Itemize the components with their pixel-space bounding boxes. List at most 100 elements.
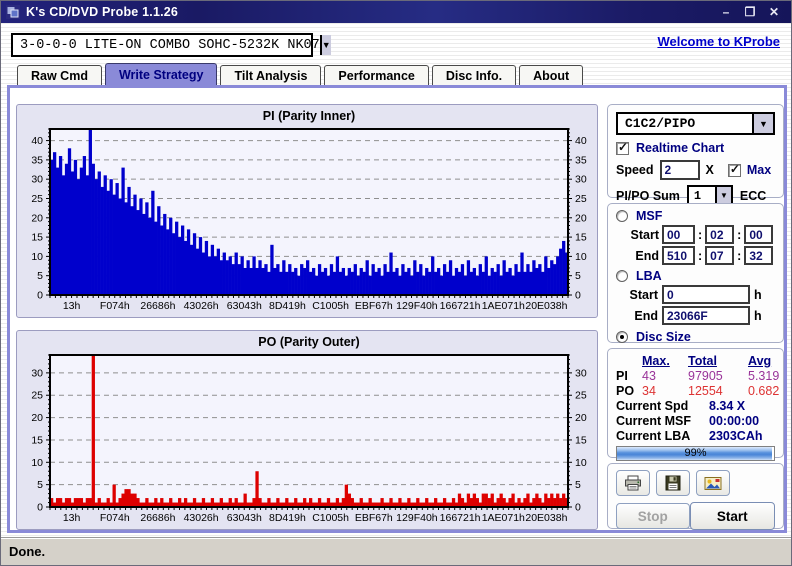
svg-text:63043h: 63043h <box>227 512 262 524</box>
svg-text:20: 20 <box>575 412 587 424</box>
start-button[interactable]: Start <box>690 502 775 530</box>
printer-icon <box>624 475 642 491</box>
disc-size-label: Disc Size <box>636 330 691 344</box>
po-parity-outer-chart: PO (Parity Outer)00551010151520202525303… <box>16 330 598 530</box>
svg-text:15: 15 <box>575 434 587 446</box>
main-panel: PI (Parity Inner)00551010151520202525303… <box>7 85 787 533</box>
status-text: Done. <box>9 544 45 559</box>
svg-text:15: 15 <box>31 434 43 446</box>
welcome-link[interactable]: Welcome to KProbe <box>657 34 780 49</box>
stats-header-avg: Avg <box>748 354 775 368</box>
svg-text:0: 0 <box>575 290 581 302</box>
svg-text:30: 30 <box>575 367 587 379</box>
tab-about[interactable]: About <box>519 65 583 85</box>
pipo-sum-value: 1 <box>689 189 715 203</box>
dropdown-arrow-icon[interactable]: ▼ <box>320 35 331 55</box>
current-speed-label: Current Spd <box>616 399 709 413</box>
svg-text:0: 0 <box>575 502 581 514</box>
realtime-chart-label: Realtime Chart <box>636 141 724 155</box>
po-max-value: 34 <box>642 384 688 398</box>
svg-text:40: 40 <box>575 135 587 147</box>
close-button[interactable]: ✕ <box>767 5 781 19</box>
hex-suffix: h <box>754 309 762 323</box>
svg-text:63043h: 63043h <box>227 300 262 312</box>
msf-end-min[interactable] <box>662 246 695 265</box>
realtime-chart-checkbox[interactable] <box>616 142 629 155</box>
svg-text:43026h: 43026h <box>184 512 219 524</box>
ecc-label: ECC <box>740 189 766 203</box>
svg-text:25: 25 <box>575 390 587 402</box>
dropdown-arrow-icon[interactable]: ▼ <box>752 114 773 133</box>
svg-text:C1005h: C1005h <box>312 512 349 524</box>
lba-end-input[interactable] <box>662 306 750 325</box>
print-button[interactable] <box>616 470 650 496</box>
mode-selected-value: C1C2/PIPO <box>618 116 752 131</box>
svg-text:30: 30 <box>31 174 43 186</box>
svg-text:26686h: 26686h <box>140 512 175 524</box>
msf-separator: : <box>737 249 741 263</box>
current-msf-value: 00:00:00 <box>709 414 759 428</box>
msf-start-sec[interactable] <box>705 225 734 244</box>
svg-text:10: 10 <box>575 457 587 469</box>
svg-text:EBF67h: EBF67h <box>355 512 393 524</box>
svg-text:8D419h: 8D419h <box>269 512 306 524</box>
svg-text:25: 25 <box>575 193 587 205</box>
msf-label: MSF <box>636 209 662 223</box>
dropdown-arrow-icon[interactable]: ▼ <box>715 187 731 204</box>
svg-text:F074h: F074h <box>100 512 130 524</box>
save-button[interactable] <box>656 470 690 496</box>
max-speed-label: Max <box>747 163 771 177</box>
max-speed-checkbox[interactable] <box>728 164 741 177</box>
msf-start-min[interactable] <box>662 225 695 244</box>
drive-selected-value: 3-0-0-0 LITE-ON COMBO SOHC-5232K NK07 <box>13 38 320 53</box>
msf-end-frame[interactable] <box>744 246 773 265</box>
save-image-button[interactable] <box>696 470 730 496</box>
tab-raw-cmd[interactable]: Raw Cmd <box>17 65 102 85</box>
stats-header-row: Max. Total Avg <box>616 354 775 368</box>
speed-input[interactable] <box>660 160 700 180</box>
msf-start-frame[interactable] <box>744 225 773 244</box>
svg-text:20E038h: 20E038h <box>525 512 567 524</box>
lba-start-input[interactable] <box>662 285 750 304</box>
current-lba-row: Current LBA 2303CAh <box>616 429 775 443</box>
svg-text:25: 25 <box>31 390 43 402</box>
msf-end-label: End <box>616 249 659 263</box>
progress-bar: 99% <box>616 446 775 461</box>
svg-text:129F40h: 129F40h <box>396 512 438 524</box>
svg-text:25: 25 <box>31 193 43 205</box>
tab-disc-info[interactable]: Disc Info. <box>432 65 516 85</box>
lba-start-label: Start <box>616 288 658 302</box>
svg-text:15: 15 <box>31 232 43 244</box>
tab-tilt-analysis[interactable]: Tilt Analysis <box>220 65 321 85</box>
scan-settings-group: C1C2/PIPO ▼ Realtime Chart Speed X Max P… <box>607 104 784 198</box>
svg-text:30: 30 <box>575 174 587 186</box>
kprobe-window: { "window": { "title": "K's CD/DVD Probe… <box>0 0 792 566</box>
minimize-button[interactable]: – <box>719 5 733 19</box>
stop-button[interactable]: Stop <box>616 503 690 529</box>
speed-unit-label: X <box>706 163 714 177</box>
svg-text:10: 10 <box>575 251 587 263</box>
actions-group: Stop Start <box>607 463 784 529</box>
mode-selector[interactable]: C1C2/PIPO ▼ <box>616 112 775 135</box>
tab-performance[interactable]: Performance <box>324 65 428 85</box>
lba-radio[interactable] <box>616 270 628 282</box>
svg-text:166721h: 166721h <box>440 512 481 524</box>
maximize-button[interactable]: ❐ <box>743 5 757 19</box>
msf-radio[interactable] <box>616 210 628 222</box>
svg-text:C1005h: C1005h <box>312 300 349 312</box>
svg-text:0: 0 <box>37 502 43 514</box>
msf-end-sec[interactable] <box>705 246 734 265</box>
drive-selector[interactable]: 3-0-0-0 LITE-ON COMBO SOHC-5232K NK07 ▼ <box>11 33 313 57</box>
pipo-sum-label: PI/PO Sum <box>616 189 680 203</box>
po-total-value: 12554 <box>688 384 748 398</box>
svg-text:20: 20 <box>31 412 43 424</box>
app-icon <box>6 5 20 19</box>
svg-text:13h: 13h <box>63 512 81 524</box>
disc-size-radio[interactable] <box>616 331 628 343</box>
tab-strip: Raw Cmd Write Strategy Tilt Analysis Per… <box>17 63 586 85</box>
msf-separator: : <box>737 228 741 242</box>
tab-write-strategy[interactable]: Write Strategy <box>105 63 218 85</box>
current-speed-row: Current Spd 8.34 X <box>616 399 775 413</box>
stats-header-max: Max. <box>642 354 688 368</box>
msf-start-label: Start <box>616 228 659 242</box>
